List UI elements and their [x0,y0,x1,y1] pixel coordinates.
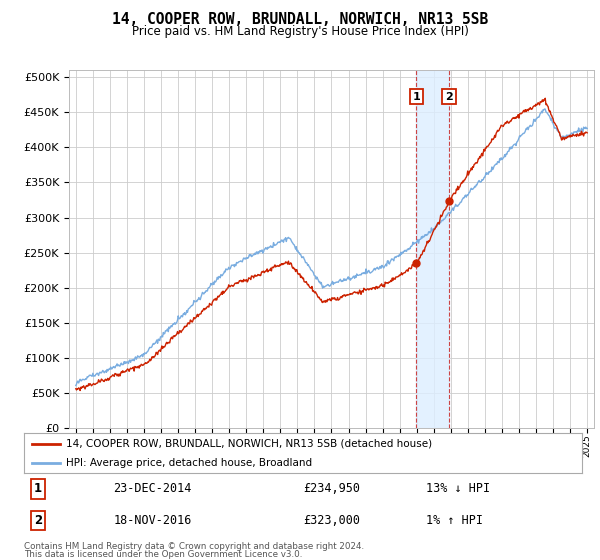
Text: 13% ↓ HPI: 13% ↓ HPI [426,482,490,496]
Bar [416,70,449,428]
Text: Contains HM Land Registry data © Crown copyright and database right 2024.: Contains HM Land Registry data © Crown c… [24,542,364,550]
Text: 2: 2 [445,92,453,102]
Text: HPI: Average price, detached house, Broadland: HPI: Average price, detached house, Broa… [66,458,312,468]
Text: 18-NOV-2016: 18-NOV-2016 [113,514,191,527]
Text: 1: 1 [412,92,420,102]
Text: This data is licensed under the Open Government Licence v3.0.: This data is licensed under the Open Gov… [24,550,302,559]
Text: 1: 1 [34,482,42,496]
Text: 14, COOPER ROW, BRUNDALL, NORWICH, NR13 5SB: 14, COOPER ROW, BRUNDALL, NORWICH, NR13 … [112,12,488,27]
Text: £323,000: £323,000 [303,514,360,527]
Text: 23-DEC-2014: 23-DEC-2014 [113,482,191,496]
Text: Price paid vs. HM Land Registry's House Price Index (HPI): Price paid vs. HM Land Registry's House … [131,25,469,38]
Text: £234,950: £234,950 [303,482,360,496]
Text: 1% ↑ HPI: 1% ↑ HPI [426,514,483,527]
Text: 14, COOPER ROW, BRUNDALL, NORWICH, NR13 5SB (detached house): 14, COOPER ROW, BRUNDALL, NORWICH, NR13 … [66,439,432,449]
Text: 2: 2 [34,514,42,527]
